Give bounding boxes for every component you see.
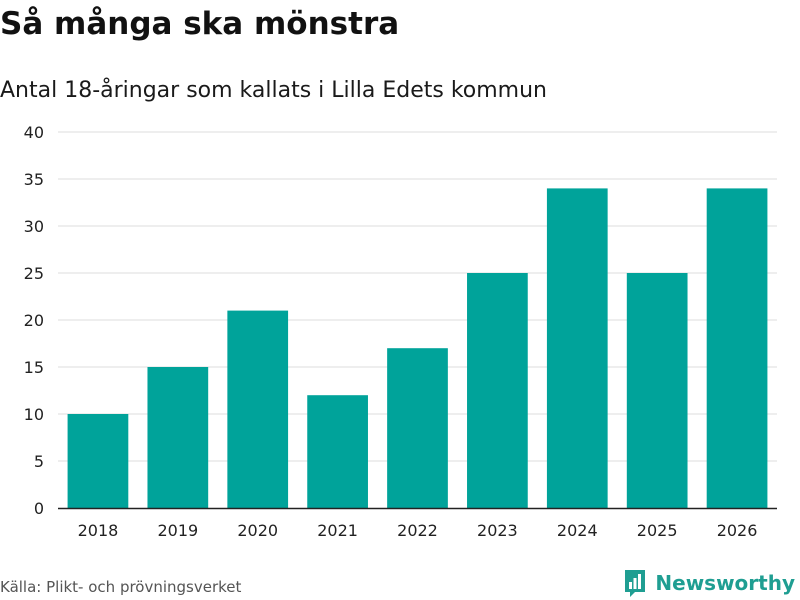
source-note: Källa: Plikt- och prövningsverket bbox=[0, 578, 242, 596]
y-tick-label: 0 bbox=[34, 499, 44, 518]
y-tick-label: 15 bbox=[24, 358, 44, 377]
x-tick-label: 2021 bbox=[317, 521, 358, 540]
y-axis-ticks: 0 5 10 15 20 25 30 35 40 bbox=[24, 123, 44, 518]
newsworthy-logo-icon bbox=[625, 570, 646, 597]
x-tick-label: 2025 bbox=[637, 521, 678, 540]
brand-logo[interactable]: Newsworthy bbox=[623, 568, 795, 598]
bar-2026 bbox=[706, 188, 768, 508]
bar-2024 bbox=[546, 188, 608, 508]
chart-subtitle: Antal 18-åringar som kallats i Lilla Ede… bbox=[0, 78, 547, 103]
y-tick-label: 5 bbox=[34, 452, 44, 471]
bar-2019 bbox=[147, 367, 209, 508]
x-tick-label: 2019 bbox=[157, 521, 198, 540]
x-tick-label: 2022 bbox=[397, 521, 438, 540]
bar-2018 bbox=[67, 414, 129, 508]
y-tick-label: 10 bbox=[24, 405, 44, 424]
bar-2020 bbox=[227, 310, 289, 508]
y-tick-label: 25 bbox=[24, 264, 44, 283]
bar-2025 bbox=[626, 273, 688, 508]
bar-2022 bbox=[387, 348, 448, 508]
bars bbox=[67, 188, 768, 508]
x-axis-ticks: 2018 2019 2020 2021 2022 2023 2024 2025 2026 bbox=[78, 521, 758, 540]
y-tick-label: 35 bbox=[24, 170, 44, 189]
chart-title: Så många ska mönstra bbox=[0, 6, 400, 42]
x-tick-label: 2020 bbox=[237, 521, 278, 540]
y-tick-label: 40 bbox=[24, 123, 44, 142]
bar-2023 bbox=[467, 273, 528, 508]
x-tick-label: 2024 bbox=[557, 521, 598, 540]
bar-2021 bbox=[307, 395, 368, 508]
x-tick-label: 2023 bbox=[477, 521, 518, 540]
x-tick-label: 2026 bbox=[717, 521, 758, 540]
y-tick-label: 30 bbox=[24, 217, 44, 236]
brand-name: Newsworthy bbox=[655, 571, 795, 595]
y-tick-label: 20 bbox=[24, 311, 44, 330]
x-tick-label: 2018 bbox=[78, 521, 119, 540]
